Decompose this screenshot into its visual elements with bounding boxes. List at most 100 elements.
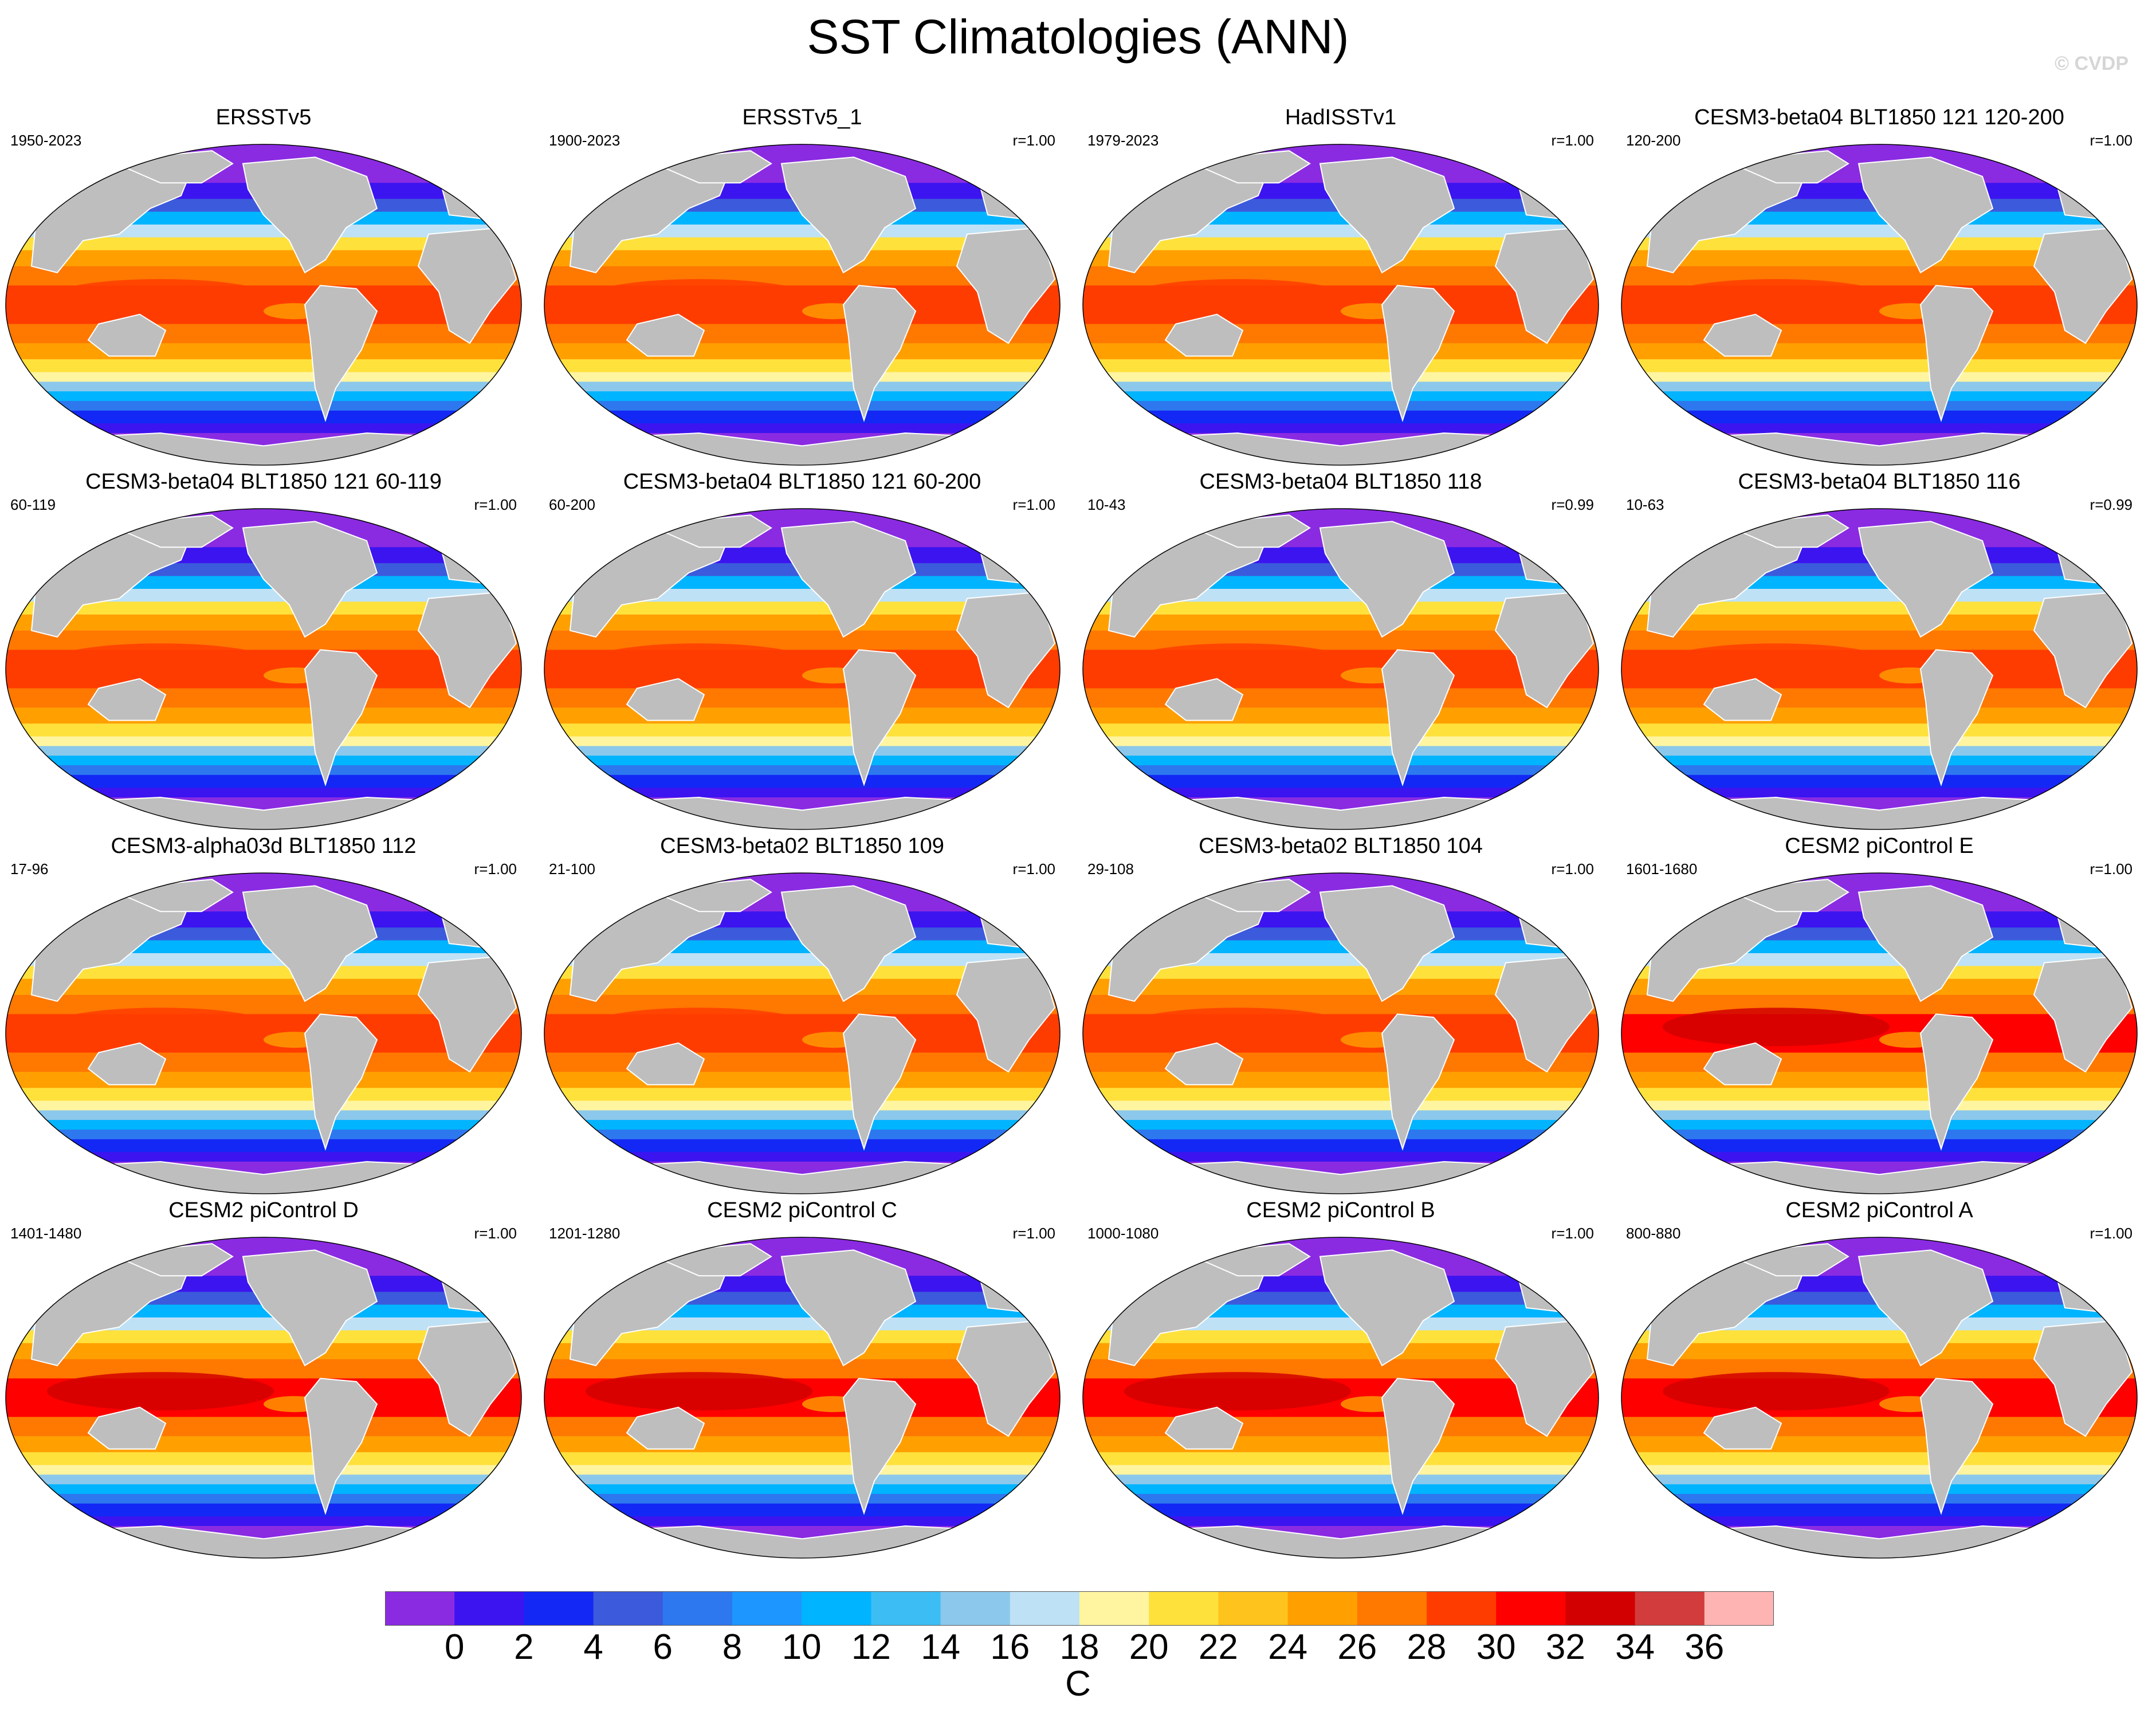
sst-band	[6, 1417, 521, 1437]
panel-title: ERSSTv5	[215, 105, 312, 129]
sst-band	[1083, 953, 1599, 967]
colorbar-segment	[1149, 1591, 1219, 1626]
panel-period: 120-200	[1626, 132, 1681, 149]
warm-pool	[47, 279, 274, 318]
pattern-correlation: r=1.00	[1551, 860, 1594, 878]
sst-band	[1621, 966, 2137, 980]
map-panel: CESM3-beta02 BLT1850 109 21-100 r=1.00	[539, 833, 1066, 1197]
land-mass	[1703, 313, 1782, 357]
colorbar-segment	[940, 1591, 1011, 1626]
sst-band	[6, 774, 521, 789]
sst-band	[1621, 391, 2137, 402]
map-panel: CESM3-beta04 BLT1850 121 60-200 60-200 r=1…	[539, 469, 1066, 832]
sst-band	[1083, 1330, 1599, 1344]
sst-band	[6, 1317, 521, 1331]
panel-period: 29-108	[1087, 860, 1134, 878]
pattern-correlation: r=1.00	[1012, 860, 1055, 878]
sst-band	[6, 391, 521, 402]
colorbar-tick-label: 16	[990, 1627, 1030, 1667]
sst-map	[1082, 144, 1599, 466]
colorbar-segment	[662, 1591, 733, 1626]
map-panel: CESM2 piControl D 1401-1480 r=1.00	[0, 1197, 527, 1561]
land-mass	[1164, 1406, 1244, 1450]
sst-band	[1083, 1474, 1599, 1485]
sst-band	[1083, 765, 1599, 776]
land-mass	[626, 678, 705, 721]
sst-band	[1083, 966, 1599, 980]
panel-title: CESM3-beta04 BLT1850 121 60-119	[85, 470, 442, 494]
sst-band	[1083, 423, 1599, 434]
land-mass	[1919, 649, 1994, 786]
warm-pool	[1663, 643, 1890, 682]
sst-map	[5, 508, 522, 830]
sst-band	[544, 1052, 1060, 1073]
sst-band	[544, 1484, 1060, 1494]
panel-title: CESM2 piControl B	[1246, 1198, 1435, 1222]
sst-band	[1083, 1494, 1599, 1504]
sst-band	[1083, 391, 1599, 402]
map-panel: HadISSTv1 1979-2023 r=1.00	[1077, 104, 1604, 468]
sst-band	[1083, 756, 1599, 766]
panel-period: 60-119	[10, 496, 56, 513]
sst-band	[1621, 381, 2137, 392]
map-border	[1082, 508, 1599, 830]
land-mass	[438, 540, 512, 587]
warm-pool	[1124, 1008, 1351, 1047]
sst-band	[1083, 601, 1599, 615]
land-mass	[1381, 285, 1455, 422]
colorbar-segment	[1010, 1591, 1080, 1626]
sst-band	[544, 736, 1060, 747]
pattern-correlation: r=0.99	[1551, 496, 1594, 513]
land-mass	[304, 1013, 378, 1151]
sst-band	[544, 381, 1060, 392]
pattern-correlation: r=1.00	[1551, 132, 1594, 149]
map-border	[1621, 872, 2138, 1194]
sst-band	[1083, 343, 1599, 360]
land-mass	[2053, 540, 2128, 587]
sst-band	[1621, 1317, 2137, 1331]
sst-band	[1621, 765, 2137, 776]
sst-band	[1083, 1072, 1599, 1089]
panel-title: CESM3-beta04 BLT1850 121 60-200	[623, 470, 981, 494]
land-mass	[2053, 904, 2128, 951]
sst-band	[6, 707, 521, 725]
panel-period: 800-880	[1626, 1225, 1681, 1242]
map-border	[5, 872, 522, 1194]
sst-band	[1083, 401, 1599, 411]
map-panel: CESM3-beta02 BLT1850 104 29-108 r=1.00	[1077, 833, 1604, 1197]
sst-band	[6, 1120, 521, 1130]
sst-band	[544, 774, 1060, 789]
sst-band	[544, 1503, 1060, 1517]
sst-band	[6, 225, 521, 238]
colorbar-tick-label: 12	[851, 1627, 891, 1667]
panel-title: CESM2 piControl C	[707, 1198, 897, 1222]
sst-band	[1083, 1317, 1599, 1331]
panel-title: CESM3-beta02 BLT1850 109	[660, 834, 944, 858]
land-mass	[87, 678, 167, 721]
sst-band	[1621, 788, 2137, 798]
sst-band	[1621, 1452, 2137, 1466]
colorbar-segment	[454, 1591, 524, 1626]
sst-band	[6, 1088, 521, 1102]
sst-band	[6, 1139, 521, 1153]
sst-band	[1621, 688, 2137, 709]
map-panel: CESM3-beta04 BLT1850 118 10-43 r=0.99	[1077, 469, 1604, 832]
sst-band	[1083, 774, 1599, 789]
panel-title: HadISSTv1	[1285, 105, 1397, 129]
sst-band	[1621, 1465, 2137, 1476]
sst-band	[1621, 1494, 2137, 1504]
sst-band	[1083, 237, 1599, 251]
sst-map	[5, 144, 522, 466]
map-border	[1082, 872, 1599, 1194]
colorbar-tick-label: 36	[1684, 1627, 1725, 1667]
land-mass	[1164, 1042, 1244, 1085]
map-panel: CESM2 piControl B 1000-1080 r=1.00	[1077, 1197, 1604, 1561]
sst-band	[6, 1330, 521, 1344]
sst-band	[6, 324, 521, 344]
colorbar-tick-label: 32	[1545, 1627, 1585, 1667]
sst-band	[544, 1474, 1060, 1485]
land-mass	[976, 1268, 1051, 1315]
colorbar-tick-label: 30	[1476, 1627, 1516, 1667]
land-mass	[1857, 1249, 1994, 1367]
sst-band	[6, 1436, 521, 1453]
